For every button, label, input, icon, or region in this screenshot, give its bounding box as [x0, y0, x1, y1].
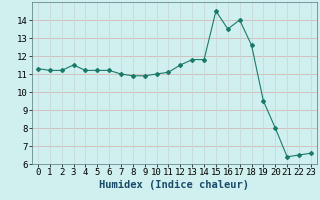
X-axis label: Humidex (Indice chaleur): Humidex (Indice chaleur) — [100, 180, 249, 190]
